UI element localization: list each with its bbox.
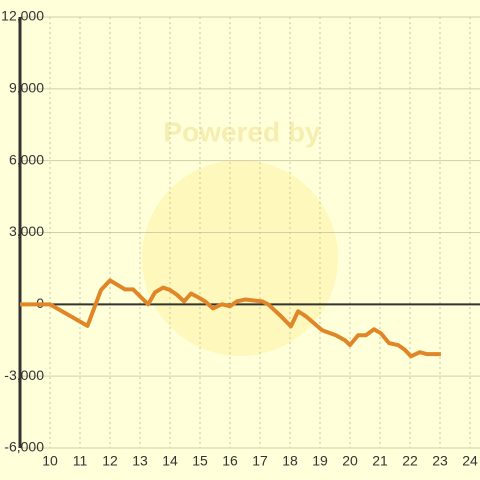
x-tick-label: 19 bbox=[312, 453, 328, 469]
x-tick-label: 22 bbox=[402, 453, 418, 469]
x-tick-label: 24 bbox=[462, 453, 478, 469]
y-tick-label: 12,000 bbox=[1, 8, 44, 24]
x-tick-label: 13 bbox=[132, 453, 148, 469]
y-tick-label: 6,000 bbox=[9, 151, 44, 167]
x-tick-label: 11 bbox=[73, 453, 88, 469]
x-tick-label: 21 bbox=[372, 453, 388, 469]
x-tick-label: 23 bbox=[432, 453, 448, 469]
x-tick-label: 16 bbox=[222, 453, 238, 469]
y-tick-label: -3,000 bbox=[4, 367, 44, 383]
x-tick-label: 17 bbox=[252, 453, 268, 469]
line bbox=[20, 278, 441, 359]
x-tick-label: 12 bbox=[102, 453, 118, 469]
x-tick-label: 20 bbox=[342, 453, 358, 469]
y-tick-label: 3,000 bbox=[9, 223, 44, 239]
watermark: Powered by bbox=[163, 116, 321, 147]
y-tick-label: -6,000 bbox=[4, 439, 44, 455]
y-tick-label: 9,000 bbox=[9, 80, 44, 96]
x-tick-label: 15 bbox=[192, 453, 208, 469]
x-tick-label: 10 bbox=[42, 453, 58, 469]
watermark-logo bbox=[142, 160, 338, 356]
x-tick-label: 18 bbox=[282, 453, 298, 469]
x-tick-label: 14 bbox=[162, 453, 178, 469]
